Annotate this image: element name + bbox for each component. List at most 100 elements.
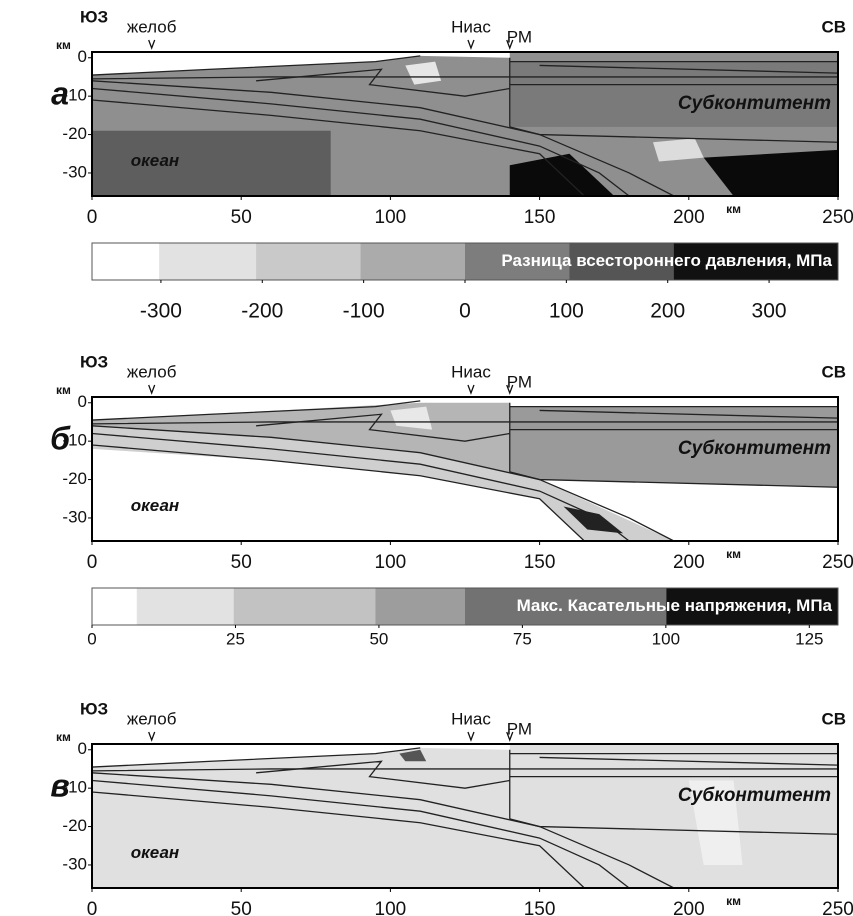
colorbar-tick-label: -300: [140, 300, 182, 323]
structure-line: [509, 126, 838, 143]
field-shade: [688, 780, 743, 865]
structure-line: [92, 425, 675, 541]
x-unit: км: [726, 547, 741, 561]
x-tick-label: 100: [375, 207, 407, 228]
marker-arrow: [467, 39, 475, 50]
field-shade: [563, 506, 624, 534]
marker-arrow: [467, 384, 475, 395]
y-tick-label: 0: [78, 739, 87, 758]
marker-label: Ниас: [451, 17, 491, 36]
structure-line: [539, 756, 838, 766]
structure-line: [92, 747, 421, 768]
section: [92, 52, 838, 196]
plot-frame: [91, 743, 839, 889]
colorbar-tick-label: 200: [650, 300, 685, 323]
marker-arrow: [506, 731, 514, 742]
x-tick-label: 0: [87, 899, 98, 916]
structure-line: [92, 791, 585, 888]
x-unit: км: [726, 202, 741, 216]
structure-line: [92, 444, 585, 541]
y-tick-label: 0: [78, 392, 87, 411]
y-tick-label: 0: [78, 47, 87, 66]
colorbar-tick-label: 25: [226, 629, 245, 648]
colorbar-segment: [666, 588, 839, 625]
colorbar-tick-label: 0: [459, 300, 471, 323]
marker-label: РМ: [507, 719, 532, 738]
subcontinent-label: Субконтитент: [678, 785, 831, 806]
x-tick-label: 200: [673, 552, 705, 573]
x-tick-label: 50: [231, 552, 252, 573]
field-shade: [92, 744, 510, 768]
field-shade: [92, 130, 331, 196]
structure-line: [509, 818, 838, 835]
field-shade: [399, 749, 427, 762]
field-shade: [509, 406, 838, 488]
panel-label: а: [51, 76, 69, 112]
marker-label: РМ: [507, 27, 532, 46]
panel-label: б: [50, 421, 71, 457]
structure-line: [539, 64, 838, 74]
x-tick-label: 150: [524, 552, 556, 573]
structure-line: [92, 400, 421, 421]
colorbar-segment: [673, 243, 839, 280]
y-tick-label: -10: [62, 778, 87, 797]
structure-line: [92, 432, 630, 541]
colorbar-segment: [465, 588, 667, 625]
colorbar-segment: [375, 588, 466, 625]
y-tick-label: -30: [62, 854, 87, 873]
subcontinent-label: Субконтитент: [678, 438, 831, 459]
southwest-label: ЮЗ: [80, 352, 108, 371]
x-tick-label: 0: [87, 207, 98, 228]
field-shade: [390, 406, 433, 430]
x-tick-label: 200: [673, 899, 705, 916]
x-tick-label: 200: [673, 207, 705, 228]
marker-label: Ниас: [451, 362, 491, 381]
y-tick-label: -10: [62, 86, 87, 105]
structure-line: [92, 76, 510, 80]
marker-label: желоб: [127, 17, 177, 36]
structure-line: [92, 99, 585, 196]
field-shade: [703, 149, 838, 196]
ocean-label: океан: [131, 496, 179, 515]
x-tick-label: 250: [822, 207, 853, 228]
y-tick-label: -30: [62, 507, 87, 526]
colorbar-segment: [159, 243, 257, 280]
colorbar-frame: [91, 587, 839, 626]
x-tick-label: 150: [524, 207, 556, 228]
subcontinent-label: Субконтитент: [678, 93, 831, 114]
marker-arrow: [506, 39, 514, 50]
y-tick-label: -20: [62, 816, 87, 835]
x-tick-label: 100: [375, 552, 407, 573]
y-tick-label: -10: [62, 431, 87, 450]
colorbar-segment: [92, 588, 138, 625]
colorbar-tick-label: -100: [343, 300, 385, 323]
colorbar-segment: [569, 243, 675, 280]
marker-arrow: [506, 384, 514, 395]
structure-line: [539, 409, 838, 419]
colorbar-segment: [256, 243, 362, 280]
marker-label: РМ: [507, 372, 532, 391]
marker-arrow: [467, 731, 475, 742]
colorbar-title: Макс. Касательные напряжения, МПа: [517, 596, 833, 615]
marker-arrow: [148, 39, 156, 50]
x-tick-label: 150: [524, 899, 556, 916]
northeast-label: СВ: [821, 362, 846, 381]
x-tick-label: 100: [375, 899, 407, 916]
panel-label: в: [50, 768, 69, 804]
field-shade: [92, 52, 510, 76]
southwest-label: ЮЗ: [80, 7, 108, 26]
x-unit: км: [726, 894, 741, 908]
northeast-label: СВ: [821, 17, 846, 36]
structure-line: [256, 413, 510, 442]
section: [92, 397, 838, 541]
y-tick-label: -20: [62, 469, 87, 488]
y-tick-label: -20: [62, 124, 87, 143]
ocean-label: океан: [131, 151, 179, 170]
colorbar-tick-label: 0: [87, 629, 96, 648]
structure-line: [92, 80, 675, 196]
y-unit: км: [56, 730, 71, 744]
structure-line: [92, 87, 630, 196]
x-tick-label: 50: [231, 207, 252, 228]
field-shade: [509, 61, 838, 127]
